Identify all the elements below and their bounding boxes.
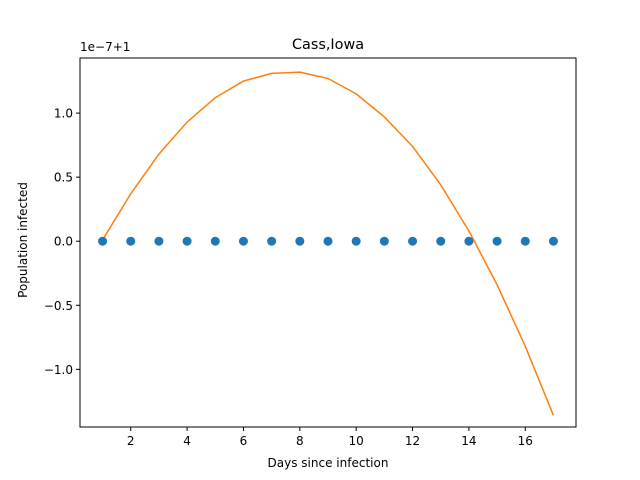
scatter-point xyxy=(520,236,530,246)
scatter-point xyxy=(408,236,418,246)
scatter-point xyxy=(98,236,108,246)
x-tick-label: 8 xyxy=(296,434,304,448)
scatter-point xyxy=(323,236,333,246)
y-tick-label: 0.0 xyxy=(54,235,73,249)
y-tick-label: −0.5 xyxy=(44,299,73,313)
scatter-point xyxy=(548,236,558,246)
scatter-point xyxy=(351,236,361,246)
y-axis-label: Population infected xyxy=(16,182,30,298)
scatter-point xyxy=(295,236,305,246)
x-tick-label: 16 xyxy=(518,434,533,448)
scatter-point xyxy=(436,236,446,246)
axes-frame xyxy=(79,57,577,428)
axis-ticks: 2 4 6 8 10 12 14 16 −1.0 −0.5 0.0 0.5 1.0 xyxy=(44,107,533,448)
scatter-point xyxy=(379,236,389,246)
x-tick-label: 10 xyxy=(349,434,364,448)
x-tick-label: 2 xyxy=(127,434,135,448)
y-offset-label: 1e−7+1 xyxy=(80,40,130,54)
scatter-point xyxy=(238,236,248,246)
y-tick-label: 0.5 xyxy=(54,171,73,185)
plot-area xyxy=(98,71,558,416)
scatter-point xyxy=(126,236,136,246)
scatter-point xyxy=(182,236,192,246)
y-tick-label: 1.0 xyxy=(54,107,73,121)
series-line xyxy=(101,71,555,416)
x-tick-label: 4 xyxy=(183,434,191,448)
scatter-point xyxy=(492,236,502,246)
chart-title: Cass,Iowa xyxy=(292,37,364,53)
scatter-point xyxy=(210,236,220,246)
x-tick-label: 14 xyxy=(461,434,476,448)
x-axis-label: Days since infection xyxy=(268,456,389,470)
x-tick-label: 6 xyxy=(240,434,248,448)
scatter-point xyxy=(154,236,164,246)
scatter-point xyxy=(464,236,474,246)
scatter-point xyxy=(267,236,277,246)
y-tick-label: −1.0 xyxy=(44,363,73,377)
x-tick-label: 12 xyxy=(405,434,420,448)
